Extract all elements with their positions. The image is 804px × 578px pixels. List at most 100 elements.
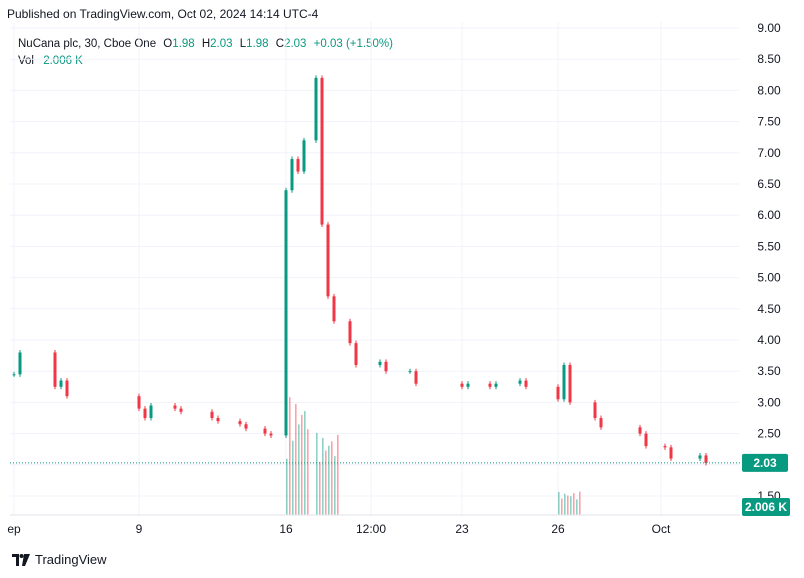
candle (644, 431, 648, 449)
y-tick-label: 4.00 (757, 333, 781, 347)
volume-bar (289, 397, 291, 515)
low-label: L (239, 38, 247, 50)
volume-bar (328, 445, 330, 515)
candle (296, 156, 300, 175)
y-tick-label: 7.50 (757, 115, 781, 129)
candle (354, 340, 358, 368)
time-axis: ep 9 16 12:00 23 26 Oct (7, 514, 740, 536)
candle (263, 426, 267, 437)
candle (562, 362, 566, 402)
volume-bar (579, 491, 581, 515)
candle (269, 431, 273, 438)
candle (518, 378, 522, 387)
volume-bar (558, 491, 560, 515)
chart-legend: NuCana plc, 30, Cboe One O1.98 H2.03 L1.… (18, 36, 393, 70)
ohlc-row: NuCana plc, 30, Cboe One O1.98 H2.03 L1.… (18, 36, 393, 53)
volume-bar (322, 437, 324, 515)
volume-bar (334, 456, 336, 515)
y-tick-label: 3.50 (757, 364, 781, 378)
volume-bar (286, 458, 288, 515)
high-label: H (201, 38, 211, 50)
candle (378, 359, 382, 368)
x-tick-label: 12:00 (356, 522, 386, 536)
y-tick-label: 5.50 (757, 239, 781, 253)
volume-bar (567, 495, 569, 515)
volume-tag-bg (742, 498, 790, 516)
candle (698, 452, 702, 462)
y-tick-label: 7.00 (757, 146, 781, 160)
candle (149, 403, 153, 421)
candle (408, 368, 412, 374)
y-tick-label: 8.00 (757, 83, 781, 97)
close-label: C (275, 38, 285, 50)
x-tick-label: 26 (551, 522, 565, 536)
candle (284, 187, 288, 438)
symbol-label[interactable]: NuCana plc, 30, Cboe One (18, 38, 157, 50)
volume-bar (319, 461, 321, 515)
volume-value: 2.006 K (43, 55, 83, 67)
y-tick-label: 2.50 (757, 427, 781, 441)
candle (173, 403, 177, 412)
volume-label: Vol (18, 55, 34, 67)
y-tick-label: 5.00 (757, 271, 781, 285)
x-tick-label: ep (7, 522, 21, 536)
tradingview-logo-icon (12, 553, 30, 566)
volume-bar (570, 496, 572, 515)
candle (244, 421, 248, 432)
candle (466, 381, 470, 390)
candle (556, 384, 560, 402)
candle (414, 368, 418, 387)
price-tags: 2.03 2.006 K (10, 453, 790, 516)
candle (348, 318, 352, 346)
volume-bar (561, 498, 563, 515)
x-tick-label: Oct (652, 522, 671, 536)
candle (524, 378, 528, 390)
candle (59, 378, 63, 390)
candle (216, 415, 220, 424)
x-tick-label: 23 (455, 522, 469, 536)
open-value: 1.98 (172, 38, 195, 50)
footer-brand[interactable]: TradingView (35, 552, 107, 567)
candle (669, 444, 673, 462)
candle (384, 359, 388, 374)
candle (488, 381, 492, 390)
footer: TradingView (12, 552, 107, 567)
candle-series (12, 75, 708, 466)
candle (704, 452, 708, 466)
y-tick-label: 6.50 (757, 177, 781, 191)
price-tag-bg (742, 453, 788, 472)
volume-bar (576, 499, 578, 515)
volume-bars (286, 397, 581, 515)
volume-bar (564, 493, 566, 515)
candle (314, 75, 318, 143)
candle (210, 409, 214, 421)
candle (179, 406, 183, 415)
volume-bar (331, 441, 333, 515)
candle (568, 362, 572, 405)
y-tick-label: 6.00 (757, 208, 781, 222)
y-tick-label: 4.50 (757, 302, 781, 316)
y-tick-label: 9.00 (757, 21, 781, 35)
volume-row: Vol 2.006 K (18, 53, 393, 70)
candle (494, 381, 498, 390)
published-note: Published on TradingView.com, Oct 02, 20… (7, 7, 319, 21)
candle (53, 349, 57, 390)
change-value: +0.03 (+1.50%) (313, 38, 393, 50)
candle (599, 415, 603, 430)
candle (65, 378, 69, 399)
candle (18, 349, 22, 377)
volume-bar (316, 432, 318, 515)
volume-bar (292, 440, 294, 515)
volume-bar (307, 429, 309, 515)
candle (137, 393, 141, 412)
candle (12, 371, 16, 377)
high-value: 2.03 (210, 38, 233, 50)
close-value: 2.03 (284, 38, 307, 50)
low-value: 1.98 (246, 38, 269, 50)
candle (593, 399, 597, 421)
x-tick-label: 9 (136, 522, 143, 536)
candle (320, 75, 324, 228)
candle (663, 443, 667, 450)
price-axis: 1.502.002.503.003.504.004.505.005.506.00… (739, 21, 781, 515)
